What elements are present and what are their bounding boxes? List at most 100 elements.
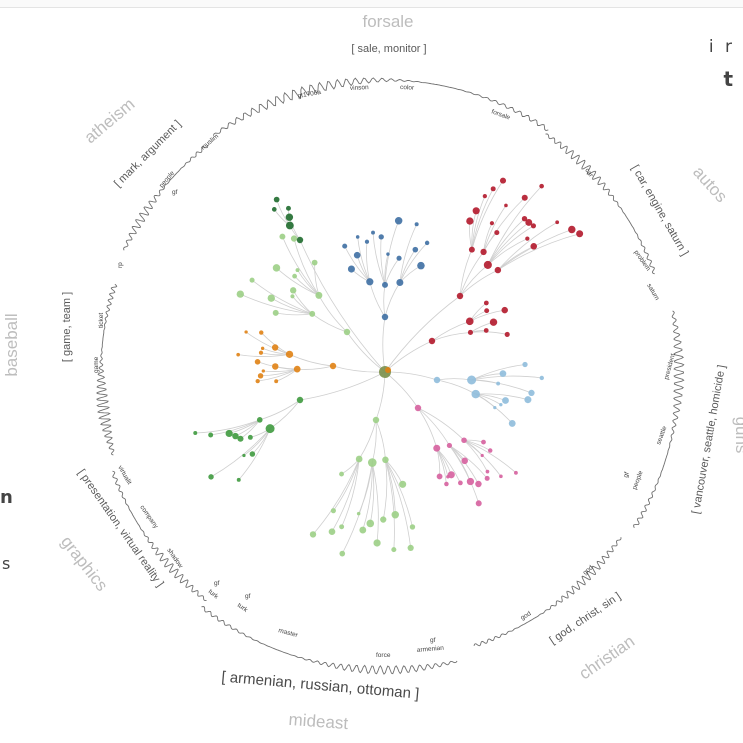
tree-node [356,511,361,516]
tree-node [525,236,530,241]
tree-node [249,277,255,283]
tree-node [489,318,498,326]
word-guns-2: people [631,470,644,491]
word-guns-1: seattle [655,425,668,446]
tree-edge [487,218,525,266]
category-label-autos: autos [689,163,731,207]
word-atheism-2: gf [172,189,178,196]
tree-node [255,378,260,384]
word-autos-1: problem [632,249,651,272]
tree-node [329,362,337,370]
tree-edge [459,269,499,297]
tree-node [378,234,384,240]
tree-edge [436,378,472,381]
tree-node [339,471,344,477]
tree-node [274,379,279,384]
waveform-forsale [212,77,549,136]
tree-node [236,352,240,357]
tree-edge [357,236,371,282]
tree-node [366,519,375,528]
clipped-text-right-bold: t [723,67,733,91]
tree-node [496,381,501,386]
keywords-autos: [ car, engine, saturn ] [629,163,691,258]
tree-edge [362,462,373,531]
waveform-mideast [201,606,458,675]
tree-edge [382,316,386,373]
word-guns-3: gf [622,471,630,479]
tree-node [366,278,374,286]
tree-edge [311,313,348,333]
tree-node [386,252,390,256]
tree-node [444,481,449,487]
tree-node [355,455,363,463]
keywords-atheism: [ mark, argument ] [112,118,184,190]
word-autos-2: saturn [645,283,660,302]
tree-edge [459,264,489,297]
tree-edge [276,199,291,226]
tree-node [501,306,508,314]
tree-edge [384,371,419,409]
tree-node [409,524,416,530]
tree-node [311,259,318,266]
tree-edge [384,220,400,285]
tree-node [290,294,295,299]
tree-node [292,273,297,279]
tree-edge [471,195,486,250]
tree-node [489,221,495,226]
tree-node [355,235,360,239]
keywords-mideast: [ armenian, russian, ottoman ] [221,668,420,702]
tree-node [499,474,503,479]
word-forsale-0: gt1706a [297,89,322,100]
tree-edge [271,297,313,315]
tree-node [267,294,275,302]
tree-edge [276,267,320,296]
waveform-christian [473,537,622,647]
tree-edge [369,281,386,318]
waveform-atheism [123,145,209,251]
word-atheism-1: people [158,170,176,190]
tree-node [296,236,304,244]
tree-node [285,213,294,221]
tree-edge [497,221,558,271]
waveform-graphics [112,470,207,602]
tree-node [256,417,263,423]
tree-edge [245,331,290,355]
word-mideast-6: gf [245,593,251,600]
tree-node [328,528,336,536]
tree-node [504,203,508,208]
tree-node [371,230,375,235]
tree-edge [372,232,386,285]
tree-node [339,550,346,557]
tree-node [289,287,297,294]
tree-edge [417,407,450,446]
category-label-forsale: forsale [362,12,413,31]
tree-node [265,424,275,434]
tree-node [424,240,430,246]
tree-edge [487,185,542,266]
tree-node [296,396,304,404]
top-edge-bar [0,0,743,8]
tree-node [414,404,422,412]
tree-edge [332,365,386,373]
category-label-mideast: mideast [288,710,349,733]
word-baseball-2: game [93,356,100,373]
tree-node [433,444,441,452]
tree-edge [463,439,517,474]
tree-node [466,477,475,486]
tree-node [242,453,246,458]
tree-node [475,500,482,507]
tree-node [285,221,294,230]
tree-node [259,330,264,335]
tree-node [508,420,516,427]
tree-edge [463,439,502,477]
tree-node [380,516,387,523]
tree-edge [483,197,526,253]
waveform-autos [545,133,655,275]
tree-node [482,193,487,199]
tree-edge [297,365,334,370]
tree-edge [341,458,360,527]
tree-node [494,230,500,236]
tree-node [521,216,528,222]
tree-edge [371,462,379,544]
tree-node [309,531,317,538]
